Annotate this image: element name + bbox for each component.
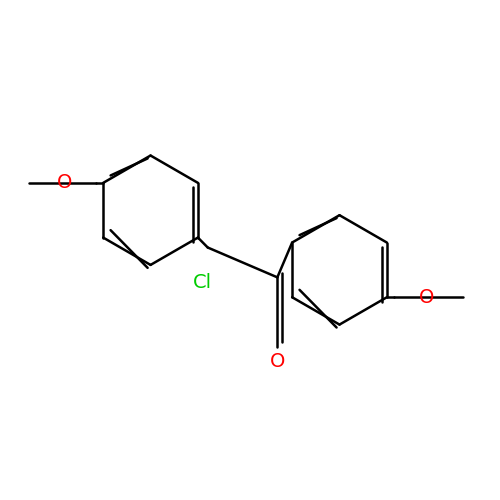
Text: O: O bbox=[270, 352, 285, 372]
Text: Cl: Cl bbox=[193, 273, 212, 292]
Text: O: O bbox=[419, 288, 434, 306]
Text: O: O bbox=[58, 174, 72, 193]
